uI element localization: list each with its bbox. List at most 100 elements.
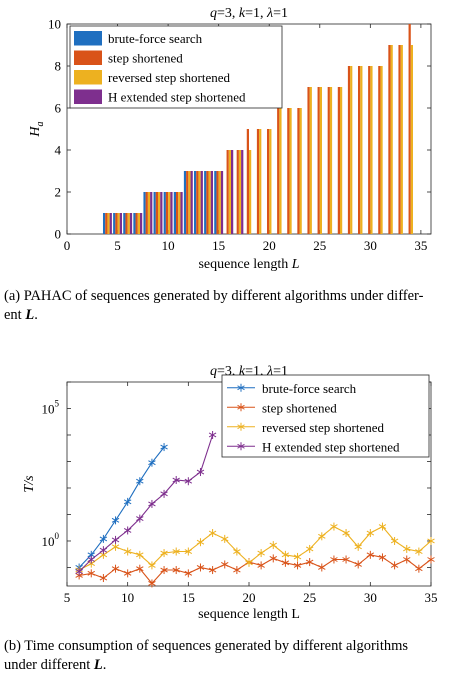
caption-b: (b) Time consumption of sequences genera… — [4, 637, 470, 675]
data-point-b — [330, 522, 338, 531]
bar-a — [117, 213, 120, 234]
bar-a — [388, 45, 391, 234]
bar-a — [186, 171, 189, 234]
legend-label-a: reversed step shortened — [108, 70, 231, 85]
legend-b — [221, 374, 430, 458]
x-tick-label-b: 35 — [425, 590, 438, 605]
bar-a — [190, 171, 193, 234]
data-point-b — [75, 567, 83, 576]
data-point-b — [293, 561, 302, 570]
bar-a — [269, 129, 272, 234]
data-point-b — [305, 558, 314, 567]
caption-a-line2-start: ent — [4, 307, 26, 323]
y-tick-label-a: 0 — [55, 227, 62, 242]
bar-a — [317, 87, 320, 234]
data-point-b — [208, 529, 217, 538]
x-tick-label-a: 0 — [64, 238, 71, 253]
data-point-b — [269, 554, 277, 563]
data-point-b — [208, 566, 217, 575]
data-point-b — [233, 547, 241, 556]
data-point-b — [111, 535, 120, 544]
legend-swatch-a — [74, 50, 102, 65]
bar-a — [368, 66, 371, 234]
bar-a — [170, 192, 173, 234]
data-point-b — [237, 383, 245, 392]
bar-a — [226, 150, 229, 234]
chart-a-title: q=3, k=1, λ=1 — [210, 6, 288, 21]
data-point-b — [172, 566, 180, 575]
bar-a — [279, 108, 282, 234]
bar-a — [196, 171, 199, 234]
data-point-b — [245, 558, 253, 567]
legend-label-a: brute-force search — [108, 31, 203, 46]
bar-a — [400, 45, 403, 234]
bar-a — [350, 66, 353, 234]
bar-a — [200, 171, 203, 234]
data-point-b — [148, 561, 156, 570]
data-point-b — [378, 553, 387, 562]
data-point-b — [160, 489, 168, 498]
bar-a — [206, 171, 209, 234]
bar-a — [204, 171, 207, 234]
caption-a-end: . — [34, 307, 38, 323]
legend-label-b: reversed step shortened — [262, 420, 385, 435]
data-point-b — [237, 422, 245, 431]
data-point-b — [415, 547, 423, 556]
bar-a — [168, 192, 171, 234]
data-point-b — [366, 529, 375, 538]
bar-a — [178, 192, 181, 234]
data-point-b — [123, 497, 132, 506]
legend-label-b: brute-force search — [262, 381, 357, 396]
bar-a — [259, 129, 262, 234]
data-point-b — [237, 403, 245, 412]
data-point-b — [390, 536, 399, 545]
bar-a — [410, 45, 414, 234]
data-point-b — [172, 476, 180, 485]
bar-a — [129, 213, 133, 234]
data-point-b — [366, 550, 375, 559]
x-tick-label-a: 30 — [364, 238, 377, 253]
bar-a — [113, 213, 116, 234]
data-point-b — [148, 499, 156, 508]
bar-a — [127, 213, 130, 234]
data-point-b — [221, 560, 229, 569]
y-tick-label-a: 4 — [55, 143, 62, 158]
series-line-b — [78, 446, 165, 568]
bar-a — [299, 108, 302, 234]
legend-a — [69, 25, 283, 109]
caption-a-var: L — [25, 307, 35, 323]
data-point-b — [160, 549, 168, 558]
data-point-b — [305, 544, 314, 553]
data-point-b — [196, 538, 205, 547]
bar-a — [380, 66, 383, 234]
bar-a — [180, 192, 183, 234]
data-point-b — [160, 443, 168, 452]
y-axis-label-b: T/s — [22, 475, 37, 493]
data-point-b — [415, 564, 423, 573]
y-axis-label-a: Ha — [28, 121, 46, 137]
bar-a — [408, 24, 411, 234]
bar-a — [102, 213, 106, 234]
bar-a — [109, 213, 112, 234]
bar-a — [238, 150, 242, 234]
legend-swatch-a — [74, 31, 102, 46]
bar-a — [198, 171, 201, 234]
x-tick-label-b: 5 — [64, 590, 71, 605]
legend-label-b: H extended step shortened — [262, 439, 400, 454]
data-point-b — [342, 529, 350, 538]
data-point-b — [293, 552, 302, 561]
x-tick-label-b: 15 — [182, 590, 195, 605]
bar-a — [119, 213, 123, 234]
bar-a — [147, 192, 151, 234]
bar-a — [309, 87, 312, 234]
data-point-b — [208, 430, 217, 439]
bar-a — [241, 150, 244, 234]
data-point-b — [196, 468, 205, 477]
data-point-b — [281, 558, 290, 567]
bar-a — [246, 129, 249, 234]
bar-a — [360, 66, 363, 234]
bar-a — [153, 192, 156, 234]
caption-b-end: . — [102, 657, 107, 673]
data-point-b — [354, 542, 362, 551]
x-tick-label-a: 25 — [313, 238, 326, 253]
